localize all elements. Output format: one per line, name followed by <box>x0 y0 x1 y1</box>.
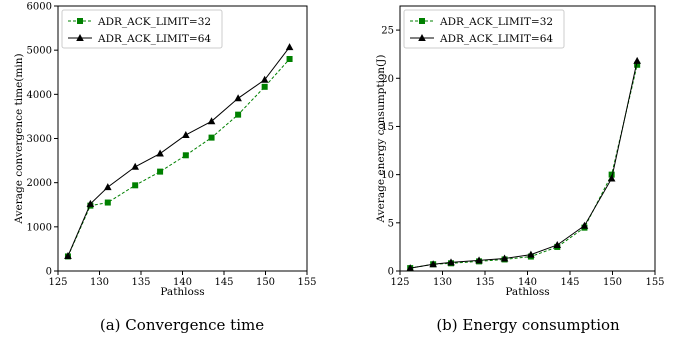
y-tick-label: 20 <box>381 74 394 85</box>
legend-marker-square <box>77 18 83 24</box>
x-tick-label: 150 <box>256 277 275 288</box>
x-tick-label: 130 <box>433 277 452 288</box>
legend-entry: ADR_ACK_LIMIT=64 <box>439 33 553 45</box>
y-tick-label: 10 <box>381 170 394 181</box>
y-tick-label: 25 <box>381 26 394 37</box>
x-tick-label: 135 <box>131 277 150 288</box>
y-tick-label: 0 <box>388 267 394 278</box>
x-axis-label: Pathloss <box>160 286 204 298</box>
y-tick-label: 2000 <box>27 178 52 189</box>
data-point-triangle <box>182 130 190 138</box>
data-point-triangle <box>429 260 437 268</box>
data-point-triangle <box>607 174 616 182</box>
convergence-time-chart: 125 130 135 140 145 150 155 0 1000 2000 3000 4000 50… <box>13 2 317 335</box>
y-tick-label: 0 <box>46 267 52 278</box>
x-tick-label: 125 <box>390 277 409 288</box>
x-tick-label: 140 <box>173 277 192 288</box>
data-point-triangle <box>131 162 139 170</box>
data-point-triangle <box>447 258 455 266</box>
series-line-0 <box>410 64 638 269</box>
y-tick-label: 4000 <box>27 90 52 101</box>
x-tick-label: 135 <box>475 277 494 288</box>
y-axis-label: Average energy consumption(J) <box>375 55 387 224</box>
data-point-square <box>286 56 293 62</box>
y-tick-label: 3000 <box>27 134 52 145</box>
data-point-triangle <box>260 75 269 83</box>
y-tick-label: 5 <box>388 218 394 229</box>
data-point-triangle <box>475 256 483 264</box>
x-tick-label: 150 <box>603 277 622 288</box>
data-point-triangle <box>285 43 294 51</box>
x-tick-label: 125 <box>48 277 67 288</box>
data-point-triangle <box>86 199 95 207</box>
legend-box <box>61 9 223 49</box>
legend-marker-square <box>419 18 425 24</box>
legend-marker-triangle <box>418 34 426 41</box>
data-point-triangle <box>406 264 414 272</box>
legend-entry: ADR_ACK_LIMIT=32 <box>97 16 211 28</box>
data-point-square <box>104 199 111 206</box>
energy-consumption-chart: 125 130 135 140 145 150 155 0 5 10 15 20 25 Pathloss A… <box>375 5 665 334</box>
y-tick-label: 6000 <box>27 2 52 13</box>
data-point-triangle <box>500 254 509 262</box>
x-tick-label: 155 <box>645 277 664 288</box>
data-point-square <box>208 134 215 141</box>
legend-entry: ADR_ACK_LIMIT=32 <box>439 16 553 28</box>
data-point-square <box>261 83 268 90</box>
data-point-triangle <box>234 94 242 102</box>
x-tick-label: 130 <box>90 277 109 288</box>
x-tick-label: 140 <box>518 277 537 288</box>
y-axis-label: Average convergence time(min) <box>13 53 25 224</box>
series-line-0 <box>67 58 290 257</box>
y-tick-label: 15 <box>381 122 394 133</box>
data-point-triangle <box>527 250 535 258</box>
x-tick-label: 145 <box>560 277 579 288</box>
legend-entry: ADR_ACK_LIMIT=64 <box>97 33 211 45</box>
x-axis-label: Pathloss <box>505 286 549 298</box>
data-point-triangle <box>553 240 562 248</box>
series-line-1 <box>67 46 290 257</box>
data-point-square <box>634 61 641 68</box>
x-tick-label: 155 <box>297 277 316 288</box>
data-point-triangle <box>633 56 641 64</box>
data-point-square <box>182 152 189 159</box>
data-point-triangle <box>104 183 112 191</box>
data-point-triangle <box>64 251 72 259</box>
y-tick-label: 5000 <box>27 46 52 57</box>
data-point-square <box>235 111 242 118</box>
figure-caption: (b) Energy consumption <box>436 316 620 334</box>
data-point-square <box>132 182 139 189</box>
data-point-triangle <box>207 117 216 125</box>
figure-caption: (a) Convergence time <box>100 316 264 334</box>
x-tick-label: 145 <box>214 277 233 288</box>
legend-box <box>403 9 565 49</box>
series-line-1 <box>410 60 638 269</box>
data-point-triangle <box>156 149 164 157</box>
data-point-triangle <box>580 221 589 229</box>
y-tick-label: 1000 <box>27 222 52 233</box>
legend-marker-triangle <box>76 34 84 41</box>
data-point-square <box>157 168 164 175</box>
